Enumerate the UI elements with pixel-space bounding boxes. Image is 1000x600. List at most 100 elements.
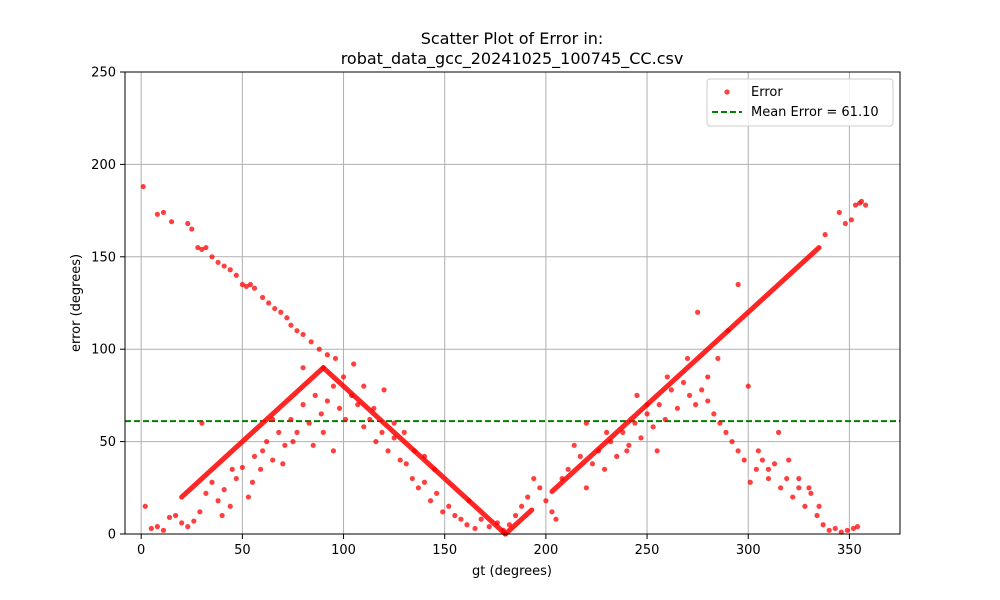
error-point: [705, 374, 711, 380]
error-point: [421, 453, 428, 459]
error-point: [693, 402, 699, 408]
error-point: [332, 355, 339, 362]
error-point: [189, 226, 195, 232]
error-point: [219, 512, 225, 519]
error-point: [290, 439, 296, 445]
error-point: [664, 374, 670, 380]
error-point: [765, 475, 772, 482]
error-point: [802, 503, 808, 509]
error-dense-segment: [502, 507, 535, 537]
error-point: [227, 503, 233, 509]
error-point: [247, 281, 254, 288]
error-point: [270, 457, 276, 463]
error-point: [191, 518, 197, 524]
x-tick-label: 300: [736, 543, 761, 558]
error-point: [549, 509, 555, 515]
error-point: [160, 209, 167, 216]
error-point: [431, 466, 438, 472]
error-point: [680, 379, 687, 386]
error-point: [415, 485, 422, 491]
error-point: [221, 487, 227, 493]
error-point: [233, 272, 239, 278]
y-axis-ticks: 0 50 100 150 200 250: [91, 66, 125, 543]
error-point: [288, 416, 294, 423]
error-point: [500, 527, 506, 533]
error-point: [421, 479, 428, 485]
error-point: [391, 420, 397, 426]
error-point: [820, 522, 826, 528]
error-point: [814, 512, 820, 519]
y-axis-label: error (degrees): [69, 254, 84, 352]
error-point: [808, 490, 814, 496]
error-point: [249, 479, 256, 485]
error-point: [373, 439, 379, 445]
error-point: [725, 328, 731, 334]
error-point: [391, 435, 397, 441]
error-point: [270, 416, 276, 423]
error-point: [427, 498, 434, 504]
x-tick-label: 100: [331, 543, 356, 558]
error-point: [662, 416, 668, 423]
error-point: [525, 494, 531, 500]
error-point: [603, 429, 610, 435]
error-point: [166, 514, 173, 520]
error-dense-segment: [320, 365, 472, 504]
error-point: [142, 503, 148, 509]
error-point: [735, 281, 741, 288]
error-point: [620, 429, 626, 435]
x-tick-label: 350: [837, 543, 862, 558]
error-point: [355, 402, 361, 408]
error-point: [280, 461, 286, 467]
error-point: [179, 520, 185, 526]
legend-marker-error: [724, 89, 730, 95]
error-point: [747, 479, 753, 485]
error-dense-segment: [466, 498, 508, 537]
y-tick-label: 250: [91, 66, 116, 81]
error-point: [699, 387, 705, 393]
error-point: [565, 466, 571, 472]
error-point: [784, 475, 790, 482]
error-point: [519, 503, 525, 509]
error-point: [300, 402, 306, 408]
error-point: [735, 448, 741, 454]
error-point: [656, 402, 662, 408]
error-point: [227, 267, 233, 273]
error-point: [486, 524, 492, 530]
error-point: [614, 453, 620, 459]
error-point: [195, 244, 201, 251]
error-point: [278, 309, 284, 315]
error-point: [361, 383, 367, 389]
error-point: [644, 411, 650, 417]
error-point: [452, 512, 458, 519]
error-point: [264, 439, 270, 445]
error-point: [282, 442, 288, 448]
error-point: [844, 527, 850, 533]
error-point: [796, 475, 802, 482]
error-point: [342, 416, 349, 423]
error-point: [624, 448, 630, 454]
legend-box: [706, 78, 894, 127]
error-point: [284, 315, 290, 321]
error-point: [349, 392, 355, 398]
error-point: [755, 448, 761, 454]
error-point: [589, 461, 596, 467]
error-point: [741, 457, 747, 463]
error-point: [308, 339, 314, 345]
error-point: [351, 361, 357, 367]
error-point: [759, 457, 766, 463]
error-point: [715, 355, 721, 362]
error-point: [506, 522, 513, 528]
error-point: [826, 527, 832, 533]
error-point: [634, 392, 640, 398]
error-point: [822, 232, 828, 238]
error-point: [638, 435, 644, 441]
error-point: [199, 420, 205, 426]
error-point: [229, 466, 235, 472]
error-point: [306, 420, 312, 426]
error-point: [312, 392, 318, 398]
y-tick-label: 150: [91, 250, 116, 265]
error-point: [729, 439, 735, 445]
error-point: [458, 516, 464, 522]
legend-label-error: Error: [751, 85, 783, 100]
